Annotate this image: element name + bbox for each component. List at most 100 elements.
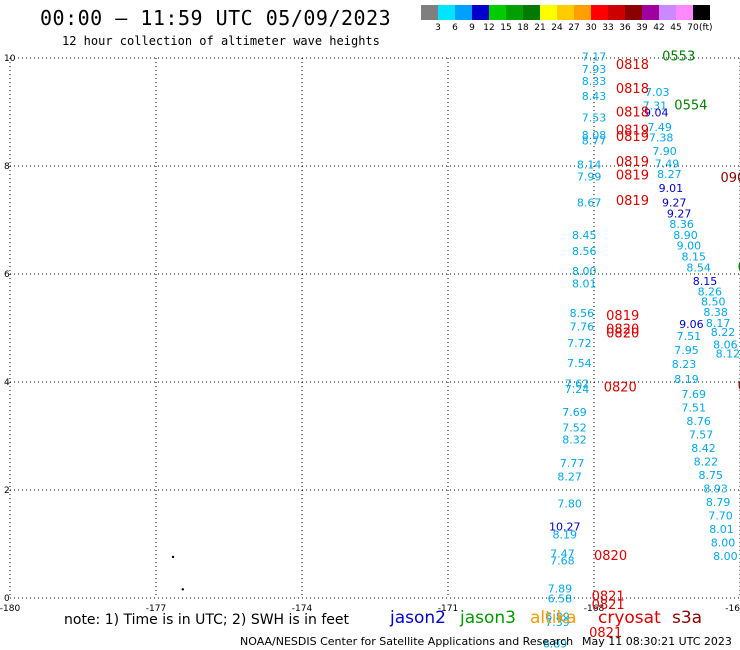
wave-height-label: 8.50	[701, 295, 726, 308]
pass-time-label: 0818	[616, 58, 649, 73]
wave-height-label: 7.70	[708, 510, 733, 523]
color-scale-label: 33	[602, 23, 614, 33]
wave-height-label: 9.00	[677, 240, 702, 253]
wave-height-label: 8.77	[582, 134, 607, 147]
footer-note: note: 1) Time is in UTC; 2) SWH is in fe…	[64, 612, 350, 628]
color-scale-label: 42	[653, 23, 665, 33]
wave-height-label: 10.27	[549, 521, 581, 534]
wave-height-label: 7.90	[652, 145, 677, 158]
pass-time-label: 0819	[606, 309, 639, 324]
axis-ticks: -180 -177 -174 -171 -168 -16 0 2 4 6 8 10	[0, 54, 740, 614]
wave-height-label: 7.49	[655, 158, 680, 171]
wave-height-label: 6.89	[543, 638, 568, 650]
y-tick-label: 8	[4, 162, 10, 172]
color-swatch	[693, 5, 710, 20]
wave-height-label: 8.27	[657, 168, 682, 181]
color-scale-label: 45	[670, 23, 682, 33]
wave-height-label: 8.19	[674, 373, 699, 386]
wave-height-label: 8.32	[562, 434, 587, 447]
color-scale-label: 27	[568, 23, 580, 33]
wave-height-label: 7.57	[689, 429, 714, 442]
wave-height-label: 8.00	[713, 550, 738, 563]
wave-height-label: 7.76	[570, 321, 595, 334]
color-swatch	[489, 5, 506, 20]
y-tick-label: 6	[4, 270, 10, 280]
pass-time-label: 0821	[592, 590, 625, 605]
footer-timestamp: May 11 08:30:21 UTC 2023	[582, 635, 732, 648]
map-grid	[9, 57, 740, 599]
wave-height-label: 7.80	[557, 497, 582, 510]
wave-height-label: 7.31	[643, 99, 668, 112]
wave-height-label: 7.72	[567, 337, 592, 350]
y-tick-label: 0	[4, 594, 10, 604]
wave-height-label: 6.58	[548, 592, 573, 605]
color-swatch	[472, 5, 489, 20]
color-scale-label: 30	[585, 23, 597, 33]
footer-credit: NOAA/NESDIS Center for Satellite Applica…	[240, 635, 574, 648]
wave-height-label: 9.06	[679, 318, 704, 331]
wave-height-label: 7.89	[548, 583, 573, 596]
wave-height-label: 7.99	[577, 171, 602, 184]
wave-height-label: 7.03	[645, 86, 670, 99]
wave-height-label: 7.53	[582, 112, 607, 125]
pass-time-label: 0820	[606, 322, 639, 337]
x-tick-label: -174	[292, 604, 313, 614]
color-swatch	[421, 5, 438, 20]
color-swatch	[557, 5, 574, 20]
wave-height-label: 7.93	[582, 63, 607, 76]
wave-height-label: 7.49	[647, 121, 672, 134]
satellite-legend-jason3: jason3	[460, 608, 516, 628]
wave-height-label: 7.38	[649, 132, 674, 145]
wave-height-label: 7.24	[565, 383, 590, 396]
color-scale-label: 6	[452, 23, 458, 33]
pass-time-label: 0821	[592, 598, 625, 613]
color-scale-unit: (ft)	[699, 23, 713, 33]
color-scale-label: 18	[517, 23, 529, 33]
wave-height-label: 8.17	[706, 317, 731, 330]
wave-height-label: 8.23	[672, 358, 697, 371]
satellite-legend-altika: altika	[530, 608, 577, 628]
wave-height-label: 7.52	[562, 422, 587, 435]
color-swatch	[574, 5, 591, 20]
pass-time-label: 0819	[616, 194, 649, 209]
wave-height-label: 6.89	[545, 611, 570, 624]
wave-height-label: 8.45	[572, 229, 597, 242]
wave-height-label: 7.69	[562, 406, 587, 419]
pass-time-label: 0818	[616, 82, 649, 97]
wave-height-label: 7.47	[550, 548, 575, 561]
page-subtitle: 12 hour collection of altimeter wave hei…	[62, 34, 380, 48]
wave-height-label: 8.93	[703, 483, 728, 496]
wave-height-label: 7.51	[677, 330, 702, 343]
color-scale-label: 39	[636, 23, 648, 33]
color-scale-label: 9	[469, 23, 475, 33]
color-scale-label: 12	[483, 23, 495, 33]
wave-height-label: 8.26	[698, 286, 723, 299]
y-tick-label: 10	[4, 54, 16, 64]
x-tick-label: -16	[725, 604, 740, 614]
wave-height-label: 8.15	[693, 275, 718, 288]
satellite-legend-s3a: s3a	[672, 608, 703, 628]
color-scale-label: 3	[435, 23, 441, 33]
wave-height-label: 9.27	[667, 207, 692, 220]
color-swatch	[659, 5, 676, 20]
wave-height-label: 8.54	[686, 261, 711, 274]
wave-height-label: 9.01	[659, 182, 684, 195]
wave-height-label: 7.54	[567, 357, 592, 370]
wave-height-label: 7.62	[565, 377, 590, 390]
color-scale-label: 36	[619, 23, 631, 33]
wave-height-label: 8.79	[706, 496, 731, 509]
pass-time-label: 0819	[616, 130, 649, 145]
wave-height-label: 8.00	[572, 265, 597, 278]
y-tick-label: 4	[4, 378, 10, 388]
pass-time-label: 0902	[721, 171, 740, 186]
wave-height-label: 7.39	[545, 616, 570, 629]
wave-height-label: 8.42	[691, 442, 716, 455]
wave-height-label: 7.95	[674, 344, 699, 357]
wave-height-label: 8.15	[682, 251, 707, 264]
pass-time-label: 0818	[616, 105, 649, 120]
wave-height-label: 8.01	[709, 523, 734, 536]
pass-time-label: 0820	[606, 327, 639, 342]
color-swatch	[438, 5, 455, 20]
point-marker	[181, 588, 184, 591]
